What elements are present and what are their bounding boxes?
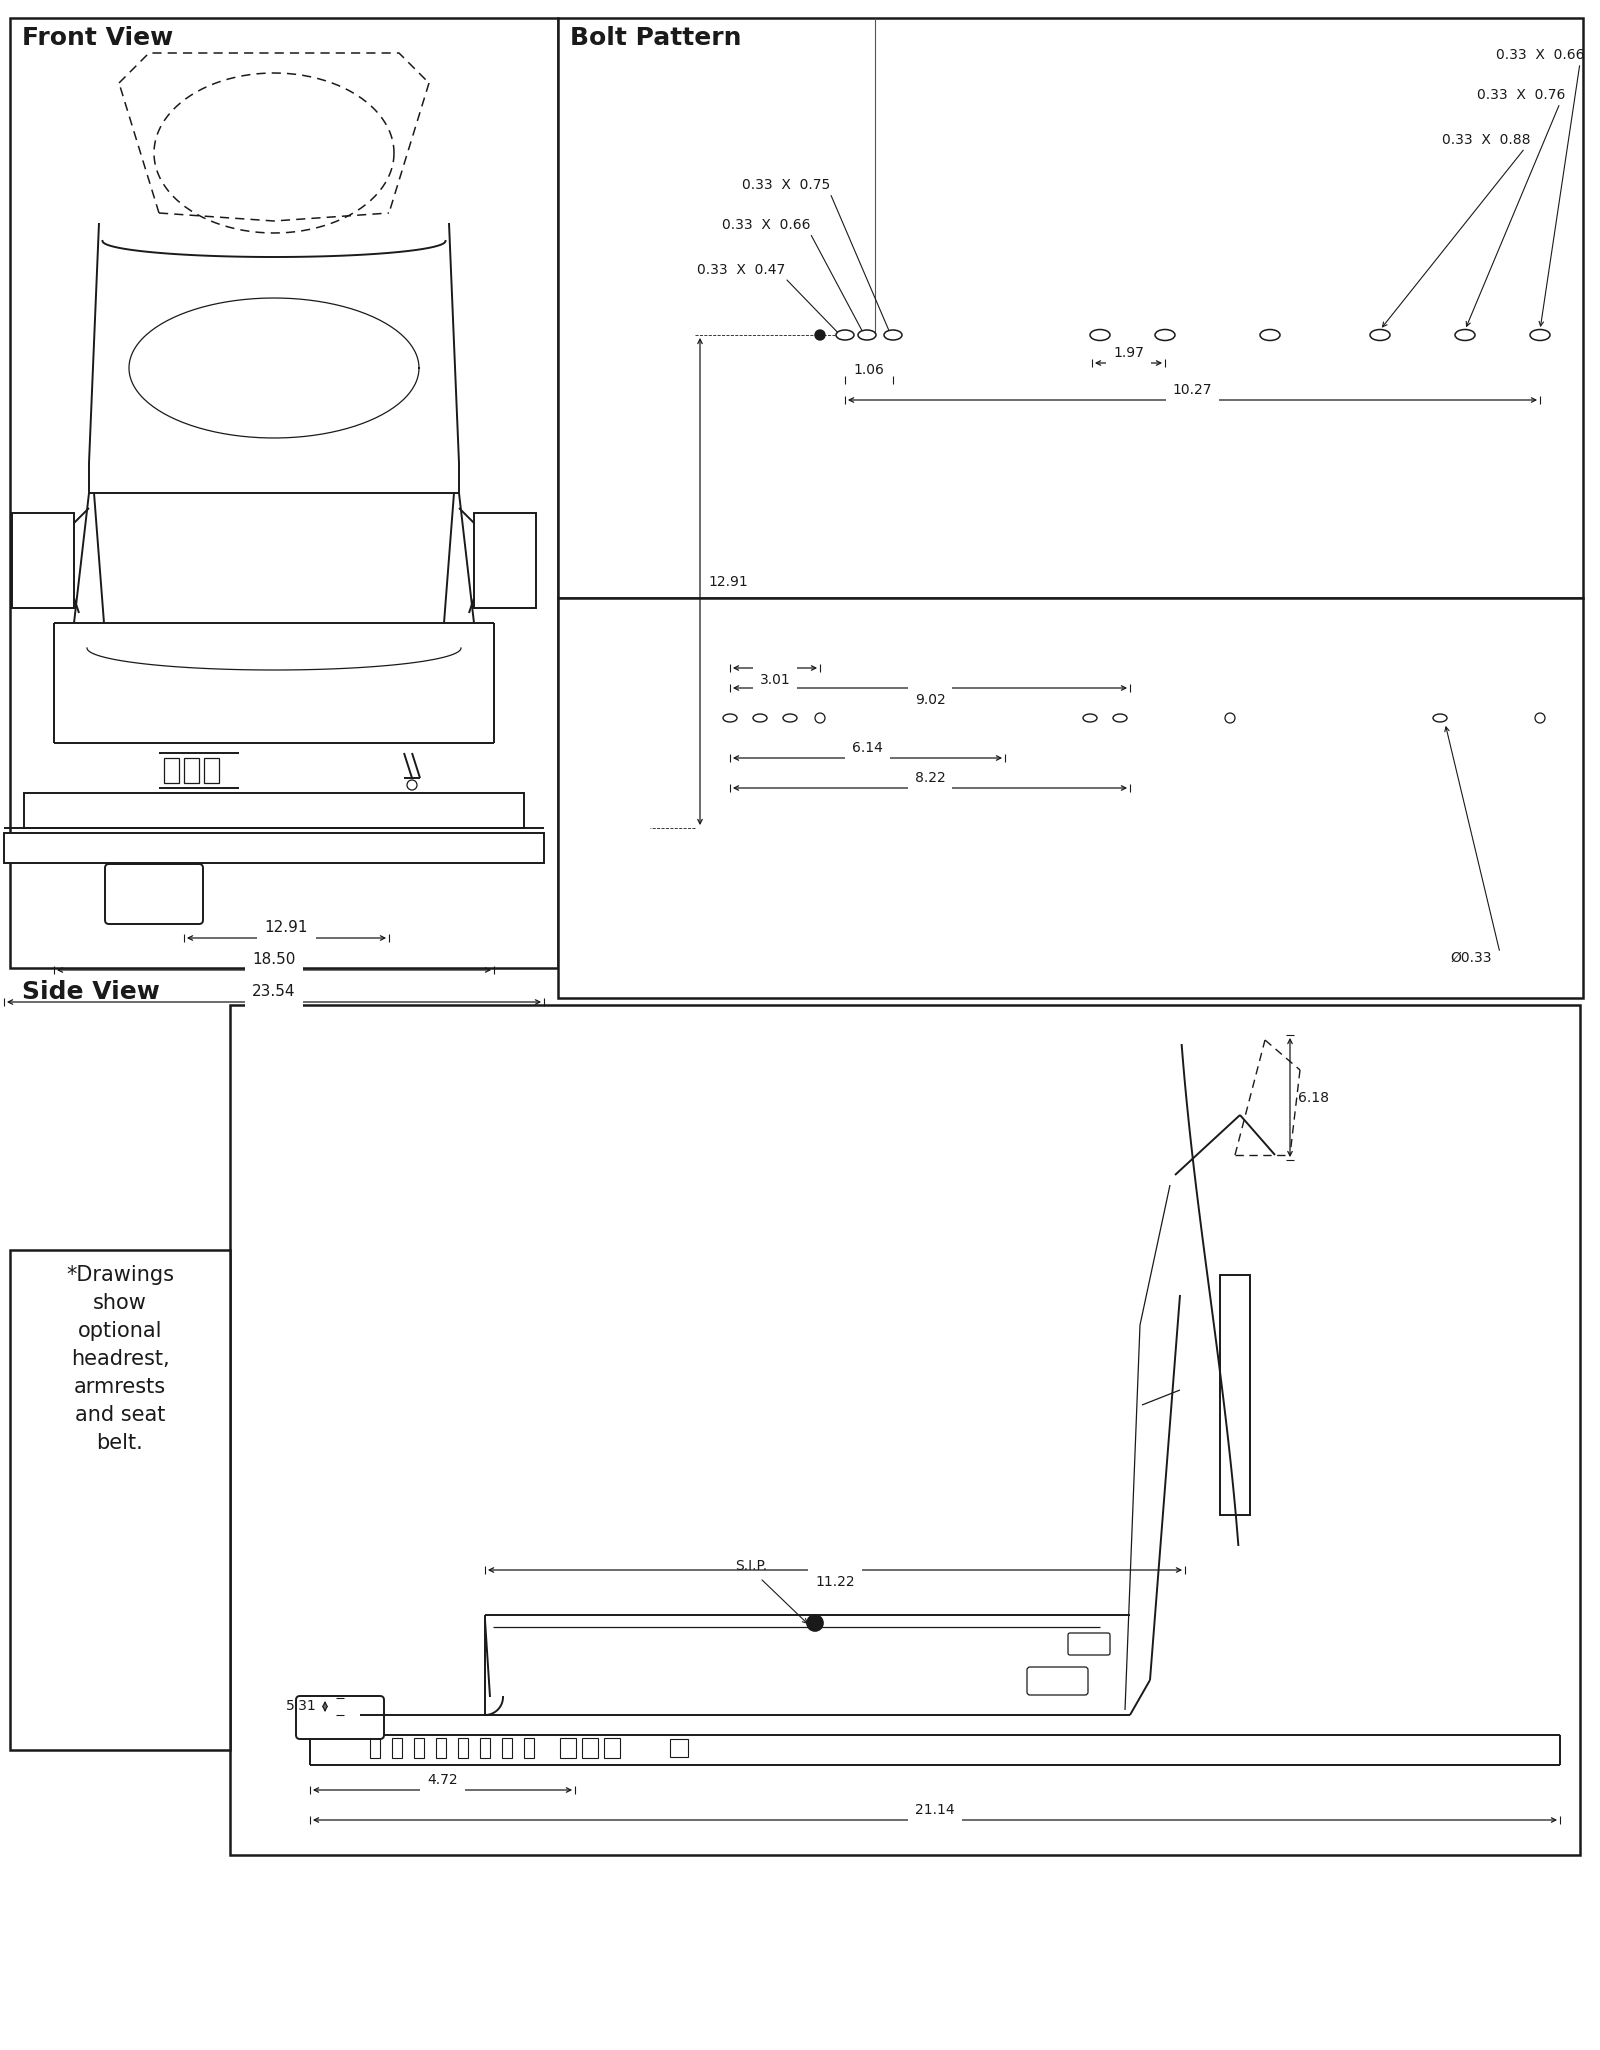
Bar (502, 1738, 512, 1759)
Bar (480, 1738, 490, 1759)
Text: Bolt Pattern: Bolt Pattern (570, 27, 741, 49)
Text: 1.06: 1.06 (853, 363, 885, 377)
Text: 0.33  X  0.47: 0.33 X 0.47 (696, 262, 786, 277)
FancyBboxPatch shape (296, 1695, 384, 1738)
Bar (605, 1738, 621, 1759)
Ellipse shape (1083, 713, 1098, 722)
Bar (3, 832, 544, 863)
Text: 23.54: 23.54 (253, 984, 296, 1000)
Ellipse shape (1090, 330, 1110, 340)
FancyBboxPatch shape (1027, 1667, 1088, 1695)
Ellipse shape (1454, 330, 1475, 340)
Ellipse shape (1434, 713, 1446, 722)
Circle shape (814, 330, 826, 340)
Bar (435, 1738, 446, 1759)
Text: 3.01: 3.01 (760, 672, 790, 687)
Bar (230, 1004, 1581, 1855)
Bar (458, 1738, 467, 1759)
Text: 0.33  X  0.88: 0.33 X 0.88 (1442, 133, 1530, 148)
Ellipse shape (723, 713, 738, 722)
Text: 9.02: 9.02 (915, 693, 946, 707)
Text: 0.33  X  0.75: 0.33 X 0.75 (742, 178, 830, 193)
Bar (1221, 1275, 1250, 1515)
Bar (558, 599, 1582, 998)
Text: Front View: Front View (22, 27, 173, 49)
Text: Side View: Side View (22, 980, 160, 1004)
Ellipse shape (1261, 330, 1280, 340)
Bar (10, 1250, 230, 1751)
Text: 18.50: 18.50 (253, 953, 296, 968)
Ellipse shape (1530, 330, 1550, 340)
Text: 8.22: 8.22 (915, 771, 946, 785)
Text: 11.22: 11.22 (814, 1574, 854, 1589)
Text: 12.91: 12.91 (707, 574, 747, 588)
Text: 0.33  X  0.66: 0.33 X 0.66 (722, 217, 810, 232)
Text: 0.33  X  0.76: 0.33 X 0.76 (1477, 88, 1565, 102)
Bar (474, 512, 536, 609)
Ellipse shape (1155, 330, 1174, 340)
Ellipse shape (782, 713, 797, 722)
Bar (525, 1738, 534, 1759)
Bar (24, 793, 525, 828)
Text: 10.27: 10.27 (1173, 383, 1213, 398)
Text: Ø0.33: Ø0.33 (1450, 951, 1491, 966)
Ellipse shape (1370, 330, 1390, 340)
FancyBboxPatch shape (1069, 1634, 1110, 1654)
Bar (582, 1738, 598, 1759)
Bar (392, 1738, 402, 1759)
Bar (10, 18, 558, 968)
Bar (558, 18, 1582, 599)
Text: 6.18: 6.18 (1298, 1091, 1330, 1105)
Ellipse shape (754, 713, 766, 722)
Ellipse shape (883, 330, 902, 340)
FancyBboxPatch shape (106, 863, 203, 925)
Bar (184, 758, 198, 783)
Bar (205, 758, 219, 783)
Text: 21.14: 21.14 (915, 1804, 955, 1816)
Bar (370, 1738, 381, 1759)
Bar (560, 1738, 576, 1759)
Bar (414, 1738, 424, 1759)
Bar (13, 512, 74, 609)
Text: 4.72: 4.72 (427, 1773, 458, 1788)
Text: 6.14: 6.14 (853, 740, 883, 754)
Ellipse shape (1114, 713, 1126, 722)
Text: 0.33  X  0.66: 0.33 X 0.66 (1496, 47, 1586, 62)
Ellipse shape (858, 330, 877, 340)
Text: 12.91: 12.91 (264, 920, 309, 935)
Text: S.I.P.: S.I.P. (734, 1558, 766, 1572)
Text: *Drawings
show
optional
headrest,
armrests
and seat
belt.: *Drawings show optional headrest, armres… (66, 1265, 174, 1453)
Ellipse shape (835, 330, 854, 340)
Bar (670, 1738, 688, 1757)
Text: 5.31: 5.31 (286, 1699, 317, 1714)
Bar (165, 758, 179, 783)
Text: 1.97: 1.97 (1114, 346, 1144, 361)
Circle shape (806, 1615, 822, 1632)
